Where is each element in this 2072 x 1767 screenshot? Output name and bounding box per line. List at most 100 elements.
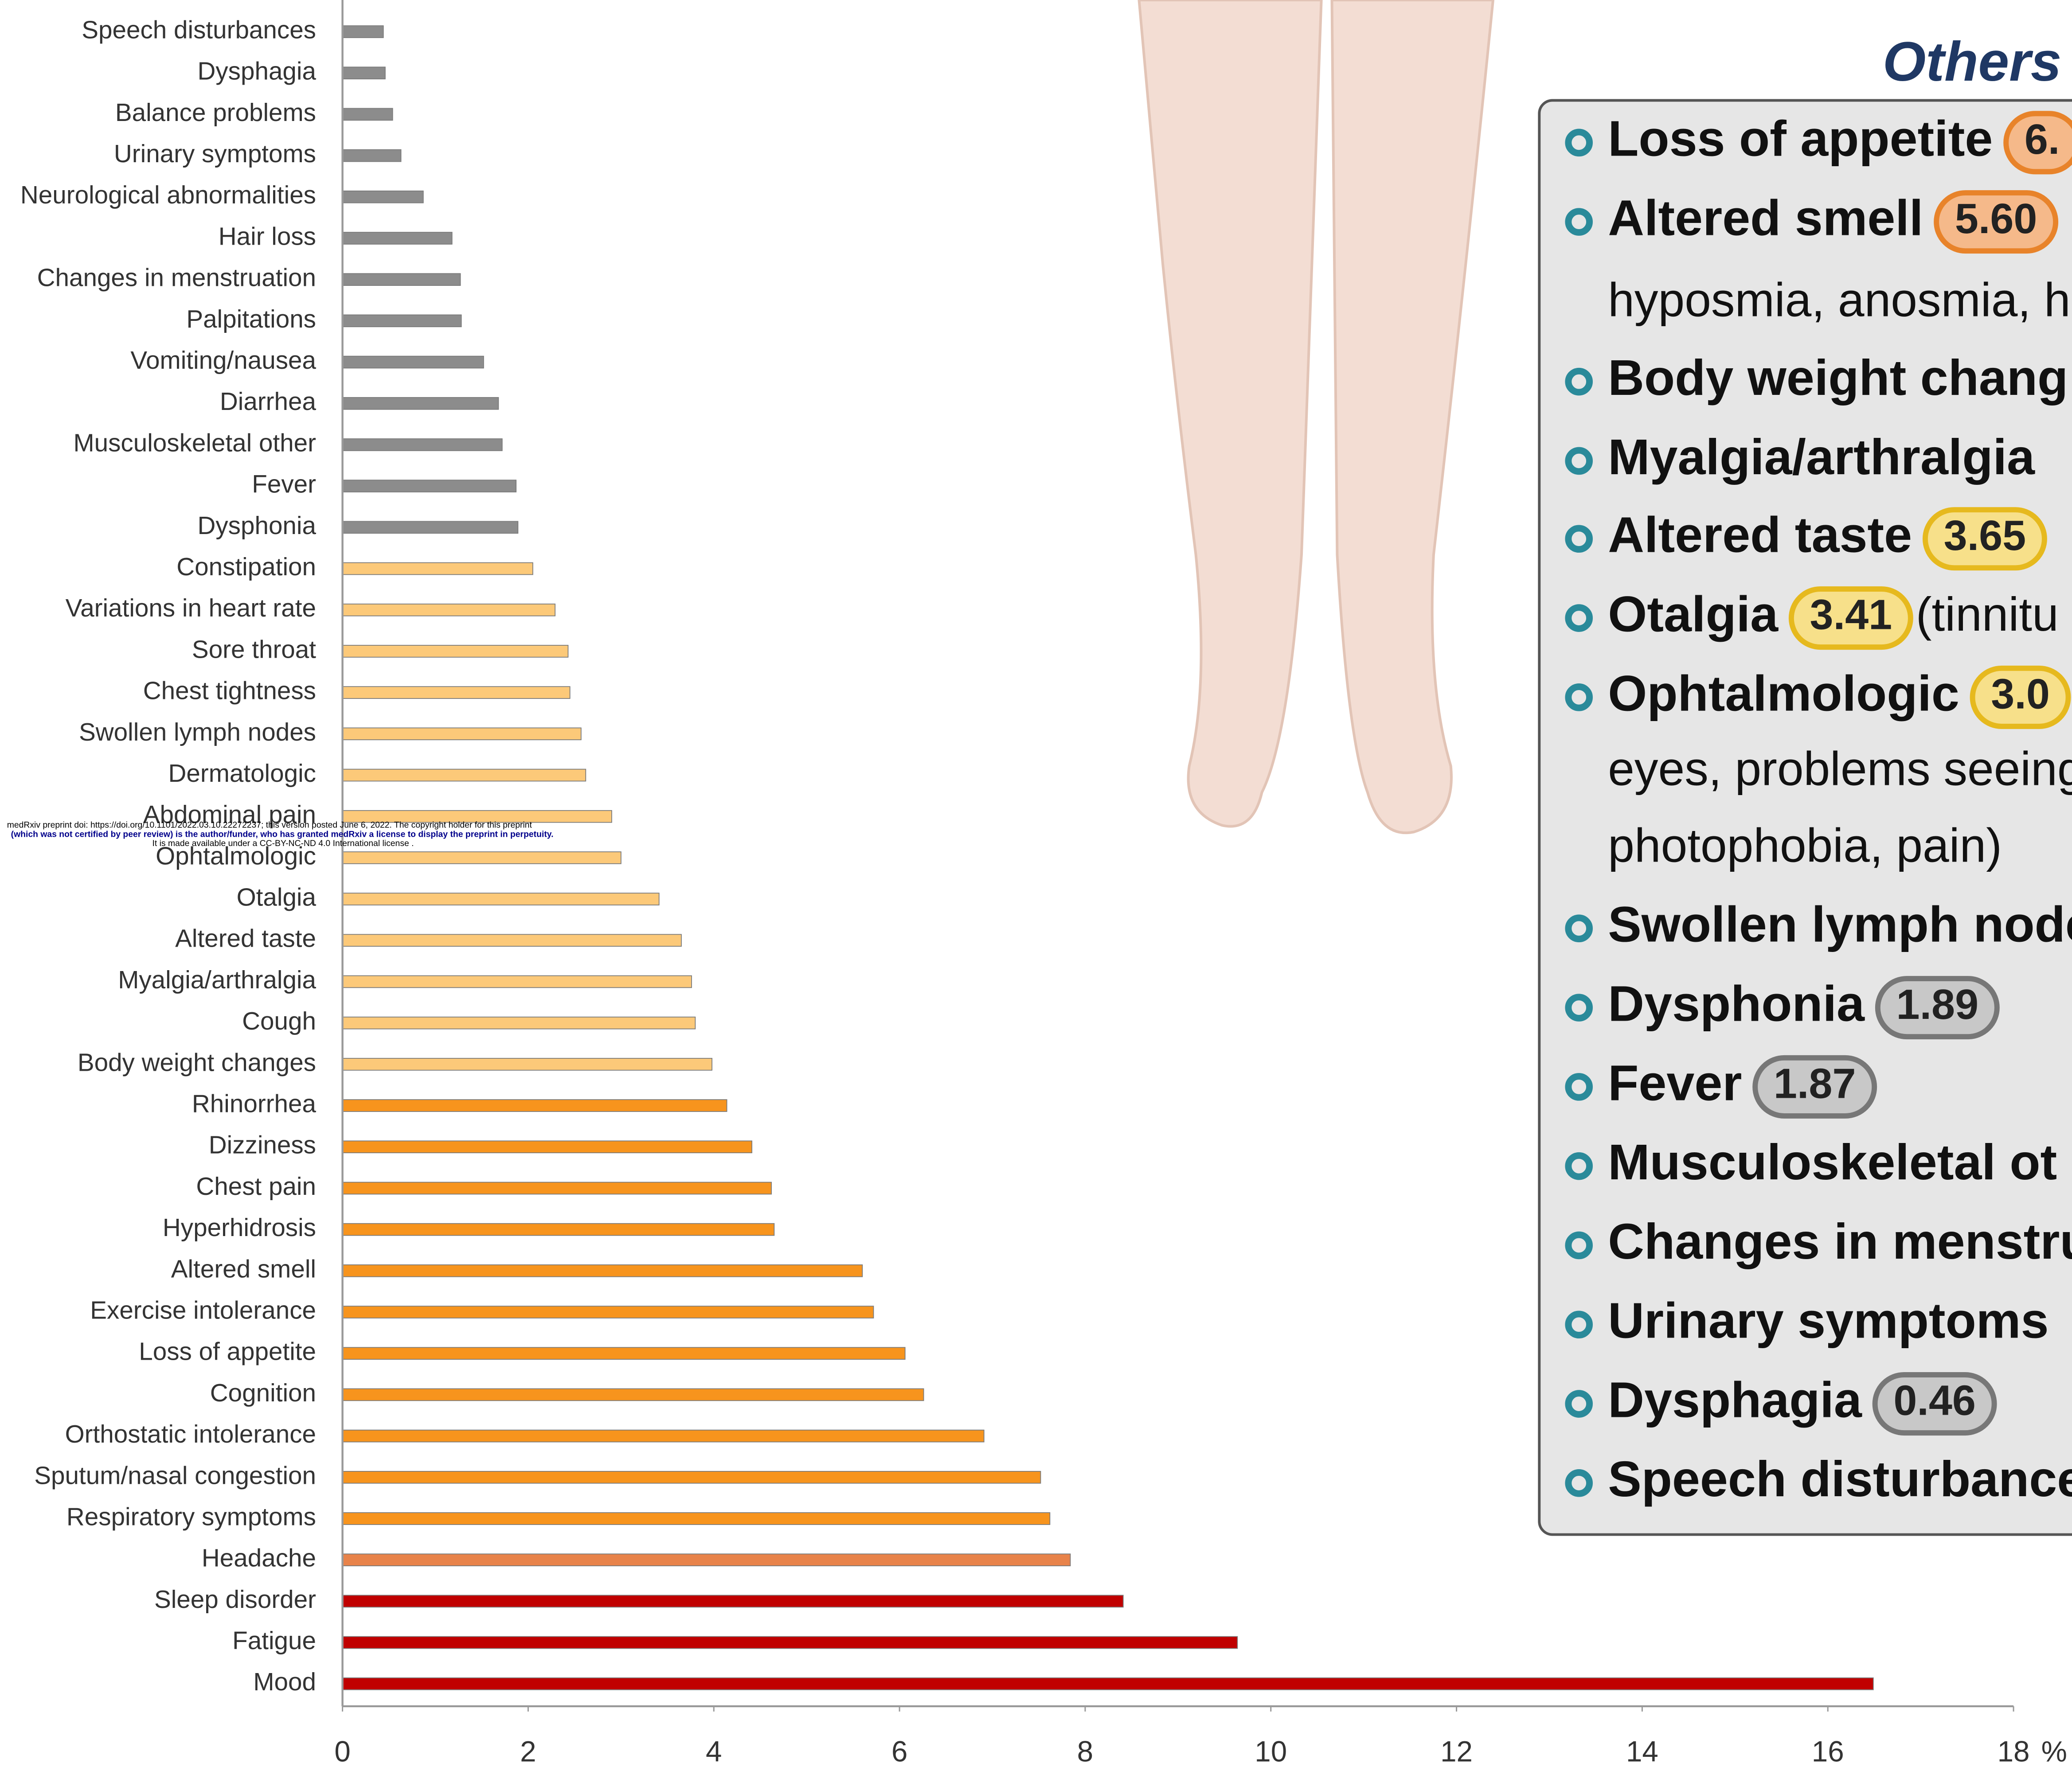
watermark: (which was not certified by peer review)… — [11, 829, 554, 839]
y-tick-label: Cough — [242, 1007, 316, 1035]
y-tick-label: Swollen lymph nodes — [79, 718, 316, 746]
bar — [343, 356, 484, 368]
badge-text: 3.41 — [1810, 592, 1892, 639]
page: Speech disturbances Dysphagia Balance prob… — [0, 0, 2072, 1767]
y-tick-label: Cognition — [210, 1379, 316, 1407]
badge-text: 6. — [2025, 116, 2060, 163]
bar — [343, 1224, 774, 1236]
bar — [343, 315, 461, 327]
panel-text: hyposmia, anosmia, h — [1608, 273, 2070, 327]
y-tick-label: Sleep disorder — [154, 1585, 316, 1613]
y-tick-label: Changes in menstruation — [37, 264, 316, 292]
panel-item: Dysphonia — [1608, 975, 1865, 1032]
bar — [343, 191, 423, 203]
y-tick-label: Otalgia — [237, 883, 317, 911]
y-tick-label: Speech disturbances — [82, 16, 316, 43]
panel-item: Urinary symptoms — [1608, 1292, 2049, 1349]
x-tick-label: 14 — [1626, 1736, 1658, 1767]
y-tick-label: Headache — [202, 1544, 316, 1572]
y-tick-label: Chest pain — [196, 1172, 316, 1200]
bar — [343, 687, 570, 698]
bar — [343, 604, 555, 616]
bar — [343, 1513, 1050, 1525]
bar — [343, 439, 502, 451]
y-tick-label: Vomiting/nausea — [130, 346, 316, 374]
bar — [343, 1554, 1071, 1566]
bar — [343, 1265, 863, 1277]
bar — [343, 398, 499, 410]
y-tick-label: Altered taste — [175, 924, 316, 952]
bar — [343, 852, 621, 864]
bar — [343, 1471, 1041, 1483]
x-tick-label: 18 — [1998, 1736, 2030, 1767]
bar — [343, 67, 385, 79]
panel-title: Others — [1883, 31, 2061, 93]
panel-item: Loss of appetite — [1608, 110, 1993, 167]
y-tick-label: Rhinorrhea — [192, 1090, 317, 1118]
bar — [343, 108, 393, 120]
bar — [343, 1100, 727, 1112]
bar — [343, 1389, 924, 1401]
bar — [343, 1595, 1123, 1607]
bar — [343, 1017, 696, 1029]
bar — [343, 1678, 1873, 1690]
bar — [343, 563, 533, 575]
y-tick-label: Fatigue — [232, 1627, 316, 1654]
panel-item: Otalgia — [1608, 585, 1779, 642]
bar — [343, 232, 452, 244]
bar — [343, 645, 568, 657]
bar — [343, 26, 383, 38]
y-tick-label: Dysphonia — [197, 511, 316, 539]
y-tick-label: Fever — [252, 470, 316, 498]
figure: Speech disturbances Dysphagia Balance prob… — [0, 0, 2072, 1767]
y-tick-label: Mood — [253, 1668, 316, 1696]
x-tick-label: 10 — [1255, 1736, 1287, 1767]
y-tick-label: Respiratory symptoms — [66, 1502, 316, 1530]
y-tick-label: Urinary symptoms — [114, 140, 316, 168]
badge-text: 3.65 — [1944, 512, 2026, 559]
panel-item: Musculoskeletal ot — [1608, 1134, 2057, 1190]
y-tick-label: Altered smell — [171, 1255, 316, 1283]
bar — [343, 521, 518, 533]
x-tick-label: 2 — [520, 1736, 536, 1767]
y-tick-label: Chest tightness — [143, 677, 316, 705]
y-tick-label: Sputum/nasal congestion — [34, 1461, 316, 1489]
x-tick-label: 6 — [891, 1736, 907, 1767]
panel-item: Altered taste — [1608, 507, 1912, 563]
y-tick-label: Palpitations — [186, 305, 316, 333]
y-tick-label: Constipation — [176, 553, 316, 581]
bar — [343, 1141, 752, 1153]
bar — [343, 1347, 905, 1359]
y-tick-label: Hyperhidrosis — [163, 1213, 316, 1241]
y-tick-label: Dizziness — [209, 1131, 316, 1159]
y-tick-label: Body weight changes — [78, 1048, 316, 1076]
panel-item: Swollen lymph node — [1608, 896, 2072, 952]
x-axis-label: % — [2041, 1736, 2067, 1767]
bar — [343, 480, 516, 492]
bar — [343, 1430, 984, 1442]
panel-item: Dysphagia — [1608, 1371, 1862, 1428]
bar — [343, 1058, 712, 1070]
panel-item: Fever — [1608, 1054, 1742, 1111]
bar — [343, 934, 681, 946]
y-tick-label: Diarrhea — [220, 387, 317, 415]
panel-text: eyes, problems seeing — [1608, 742, 2072, 796]
y-tick-label: Balance problems — [115, 98, 316, 126]
y-tick-label: Loss of appetite — [139, 1338, 316, 1365]
x-tick-label: 12 — [1440, 1736, 1473, 1767]
panel-item: Speech disturbance — [1608, 1451, 2072, 1507]
bar — [343, 1637, 1238, 1649]
bar — [343, 728, 581, 740]
bar — [343, 769, 586, 781]
panel-item: Altered smell — [1608, 190, 1923, 246]
legs-illustration — [1139, 0, 1493, 833]
y-tick-label: Dermatologic — [168, 759, 316, 787]
panel-text: photophobia, pain) — [1608, 819, 2002, 872]
x-tick-label: 16 — [1812, 1736, 1844, 1767]
bar — [343, 1306, 874, 1318]
watermark: medRxiv preprint doi: https://doi.org/10… — [7, 820, 532, 830]
badge-text: 3.0 — [1991, 671, 2050, 718]
panel-item: Ophtalmologic — [1608, 665, 1959, 721]
badge-text: 1.89 — [1896, 981, 1979, 1028]
x-tick-label: 8 — [1077, 1736, 1093, 1767]
